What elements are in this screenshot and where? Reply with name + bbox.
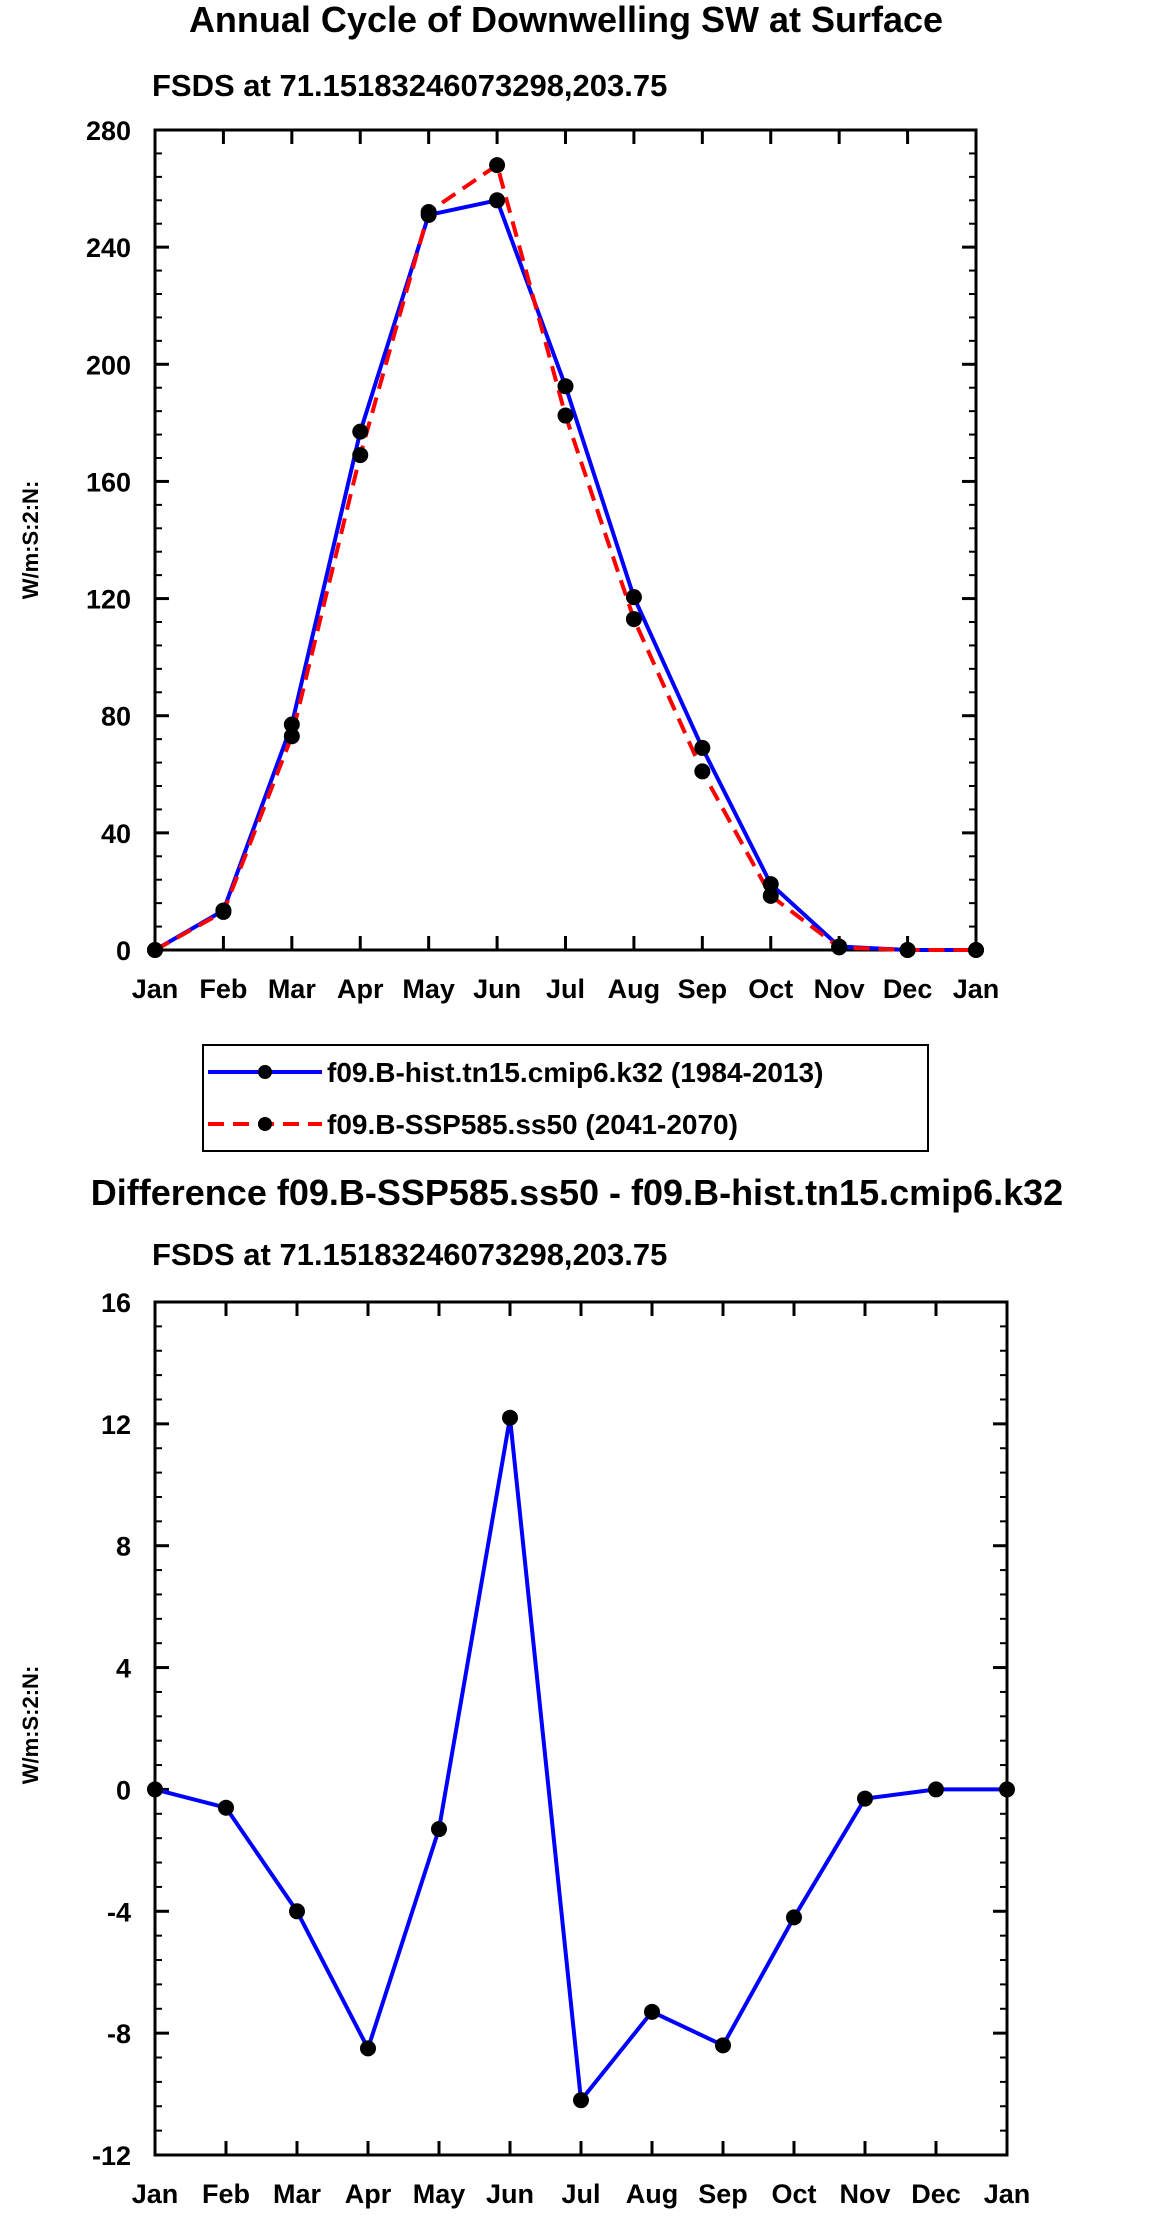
series-0-point	[999, 1781, 1015, 1798]
series-0-point	[715, 2037, 731, 2054]
series-1-point	[831, 939, 848, 956]
y-tick-label: -4	[107, 1897, 131, 1927]
y-tick-label: 240	[86, 233, 131, 263]
series-0-point	[218, 1799, 234, 1816]
series-0-point	[502, 1409, 518, 1426]
y-tick-label: 280	[86, 116, 131, 146]
legend-hist-label: f09.B-hist.tn15.cmip6.k32 (1984-2013)	[327, 1057, 823, 1088]
y-tick-label: 40	[101, 819, 131, 849]
series-1-point	[694, 763, 711, 780]
series-0-point	[573, 2092, 589, 2109]
x-tick-label: Nov	[814, 974, 865, 1004]
x-tick-label: May	[413, 2179, 466, 2209]
chart2-subtitle: FSDS at 71.15183246073298,203.75	[152, 1237, 667, 1272]
x-tick-label: Oct	[748, 974, 793, 1004]
series-line-0	[154, 1415, 1007, 2103]
x-tick-label: Apr	[345, 2179, 392, 2209]
x-tick-label: Jan	[953, 974, 1000, 1004]
series-1-point	[352, 447, 369, 464]
series-1-point	[147, 942, 163, 958]
chart2-ylabel: W/m:S:2:N:	[18, 1666, 43, 1785]
chart1-ylabel: W/m:S:2:N:	[18, 481, 43, 600]
series-1-point	[625, 611, 642, 628]
series-0-point	[762, 876, 779, 893]
x-tick-label: Mar	[268, 974, 317, 1004]
y-tick-label: 80	[101, 702, 131, 732]
series-1-point	[557, 407, 574, 424]
series-1-point	[762, 887, 779, 904]
series-0-point	[644, 2003, 660, 2020]
series-1-point	[968, 942, 984, 958]
y-tick-label: 16	[101, 1288, 131, 1318]
x-tick-label: Jul	[561, 2179, 600, 2209]
y-tick-label: 120	[86, 585, 131, 615]
x-tick-label: Jun	[486, 2179, 534, 2209]
series-1-point	[283, 728, 300, 745]
x-tick-label: May	[402, 974, 455, 1004]
chart1-plot: 0 40 80 120 160 200 240 280 Jan Feb Mar Apr May Jun Ju…	[86, 116, 999, 1004]
legend-hist-marker	[258, 1065, 272, 1079]
x-tick-label: Jun	[473, 974, 521, 1004]
series-1-point	[899, 942, 916, 958]
legend: f09.B-hist.tn15.cmip6.k32 (1984-2013) f0…	[202, 1044, 929, 1152]
legend-ssp-label: f09.B-SSP585.ss50 (2041-2070)	[327, 1109, 738, 1140]
legend-ssp-marker	[258, 1117, 272, 1131]
y-tick-label: -8	[107, 2019, 131, 2049]
series-0-point	[283, 716, 300, 733]
x-tick-label: Apr	[337, 974, 384, 1004]
x-tick-label: Nov	[839, 2179, 890, 2209]
series-0-point	[489, 192, 506, 209]
series-0-point	[289, 1903, 305, 1920]
series-1-point	[420, 204, 437, 220]
x-tick-label: Dec	[883, 974, 933, 1004]
x-tick-label: Jan	[132, 974, 179, 1004]
chart2-title: Difference f09.B-SSP585.ss50 - f09.B-his…	[91, 1172, 1063, 1213]
series-0-point	[147, 1781, 163, 1798]
series-0-point	[352, 423, 369, 440]
series-line-1	[154, 163, 976, 952]
series-line-0	[153, 198, 976, 952]
x-tick-label: Jul	[546, 974, 585, 1004]
y-tick-label: 8	[116, 1532, 131, 1562]
y-tick-label: 0	[116, 1775, 131, 1805]
y-tick-label: 0	[116, 936, 131, 966]
plot-frame	[153, 128, 978, 952]
x-tick-label: Oct	[771, 2179, 816, 2209]
y-tick-label: 160	[86, 467, 131, 497]
legend-box	[202, 1044, 929, 1152]
x-tick-label: Dec	[911, 2179, 961, 2209]
series-0-point	[557, 378, 574, 395]
x-tick-label: Aug	[608, 974, 660, 1004]
series-0-point	[928, 1781, 944, 1798]
x-tick-label: Feb	[199, 974, 247, 1004]
x-tick-label: Sep	[698, 2179, 748, 2209]
series-0-point	[625, 589, 642, 606]
series-1-point	[489, 157, 506, 174]
x-tick-label: Feb	[202, 2179, 250, 2209]
x-tick-label: Sep	[678, 974, 728, 1004]
y-tick-label: 200	[86, 350, 131, 380]
x-tick-label: Jan	[132, 2179, 179, 2209]
series-0-point	[431, 1821, 447, 1838]
y-tick-label: 4	[116, 1654, 131, 1684]
chart2-plot: -12 -8 -4 0 4 8 12 16 Jan Feb Mar Apr May Jun Jul Aug Se…	[92, 1288, 1030, 2209]
x-tick-label: Aug	[626, 2179, 678, 2209]
plot-frame	[153, 1300, 1009, 2157]
chart1-subtitle: FSDS at 71.15183246073298,203.75	[152, 68, 667, 103]
chart1-title: Annual Cycle of Downwelling SW at Surfac…	[189, 0, 943, 40]
series-0-point	[857, 1790, 873, 1807]
series-1-point	[215, 903, 232, 920]
series-0-point	[360, 2040, 376, 2057]
x-tick-label: Mar	[273, 2179, 322, 2209]
y-tick-label: 12	[101, 1410, 131, 1440]
x-tick-label: Jan	[984, 2179, 1031, 2209]
y-tick-label: -12	[92, 2141, 131, 2171]
series-0-point	[786, 1909, 802, 1926]
series-0-point	[694, 739, 711, 756]
